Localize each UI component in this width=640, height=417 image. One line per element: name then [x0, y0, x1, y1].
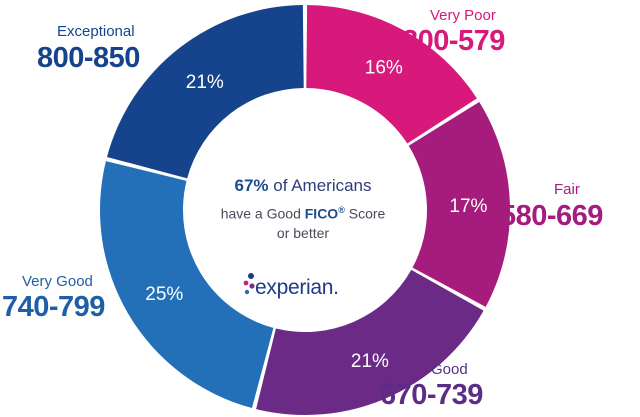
center-subline-suffix: Score — [344, 205, 386, 222]
percent-label-very-good: 25% — [145, 284, 183, 305]
range-very-good: 740-799 — [2, 291, 105, 323]
range-fair: 580-669 — [500, 200, 603, 232]
label-fair: Fair — [554, 181, 580, 198]
percent-label-fair: 17% — [449, 196, 487, 217]
center-subline-prefix: have a Good — [220, 205, 305, 222]
donut-segments — [100, 5, 511, 415]
center-subline: have a Good FICO® Score — [183, 205, 423, 222]
segment-fair — [408, 101, 511, 307]
center-subline-reg: ® — [338, 205, 345, 215]
range-exceptional: 800-850 — [37, 42, 140, 74]
label-very-poor: Very Poor — [430, 7, 496, 24]
segment-very-good — [100, 161, 274, 409]
center-headline-rest: of Americans — [268, 176, 372, 195]
segment-good — [256, 269, 484, 415]
experian-logo-icon — [243, 273, 255, 295]
label-exceptional: Exceptional — [57, 23, 135, 40]
range-very-poor: 300-579 — [402, 25, 505, 57]
label-good: Good — [431, 361, 468, 378]
percent-label-exceptional: 21% — [186, 72, 224, 93]
percent-labels: 16% 17% 21% 25% 21% — [145, 58, 487, 372]
range-good: 670-739 — [380, 379, 483, 411]
center-headline: 67% of Americans — [183, 176, 423, 196]
segment-very-poor — [306, 5, 477, 144]
label-very-good: Very Good — [22, 273, 93, 290]
percent-label-very-poor: 16% — [365, 58, 403, 79]
center-subline-2: or better — [276, 225, 330, 241]
percent-label-good: 21% — [351, 351, 389, 372]
center-headline-percent: 67% — [234, 176, 269, 195]
segment-exceptional — [106, 5, 304, 179]
center-subline-fico: FICO — [304, 205, 339, 222]
experian-logo-text: experian. — [255, 276, 339, 299]
